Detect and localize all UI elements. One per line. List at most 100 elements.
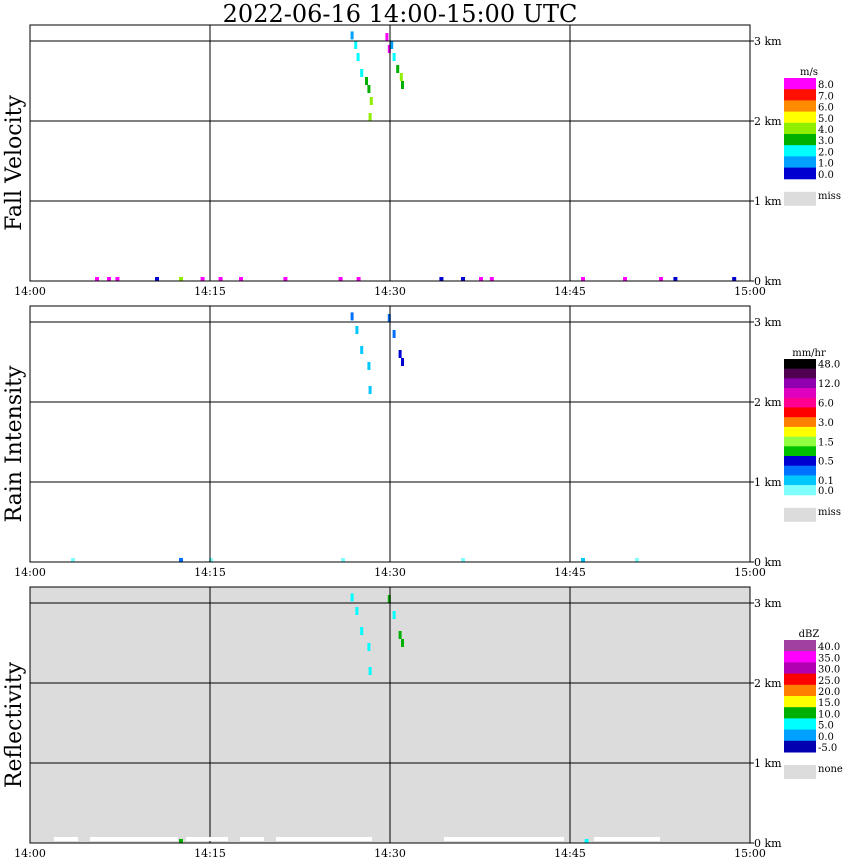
data-cell xyxy=(356,277,361,281)
y-tick-label: 3 km xyxy=(754,316,782,329)
x-tick-label: 14:30 xyxy=(374,566,406,579)
data-cell xyxy=(399,73,403,81)
ground-clutter xyxy=(186,837,228,841)
data-cell xyxy=(365,77,368,85)
x-tick-label: 14:00 xyxy=(14,847,46,860)
ground-clutter xyxy=(54,837,78,841)
data-cell xyxy=(673,277,678,281)
legend-swatch xyxy=(784,167,816,180)
y-tick-label: 3 km xyxy=(754,597,782,610)
data-cell xyxy=(95,277,99,281)
data-cell xyxy=(385,33,389,41)
data-cell xyxy=(155,277,159,281)
data-cell xyxy=(659,277,663,281)
plot-frame xyxy=(29,24,751,282)
legend-miss-swatch xyxy=(784,765,816,779)
legend-swatch xyxy=(784,134,816,146)
x-tick-label: 14:45 xyxy=(554,285,586,298)
data-cell xyxy=(360,627,364,635)
data-cell xyxy=(367,85,371,93)
legend-swatch xyxy=(784,475,816,486)
panel-label: Rain Intensity xyxy=(2,365,27,522)
legend-swatch xyxy=(784,100,816,113)
legend-label: 10.0 xyxy=(818,709,840,720)
plot-frame xyxy=(29,305,751,563)
legend-swatch xyxy=(784,465,816,476)
data-cell xyxy=(398,631,402,639)
legend-swatch xyxy=(784,651,816,663)
legend-swatch xyxy=(784,378,816,389)
data-cell xyxy=(209,558,213,562)
ground-clutter xyxy=(444,837,564,841)
legend-label: 30.0 xyxy=(818,665,840,676)
legend-swatch xyxy=(784,89,816,101)
data-cell xyxy=(584,839,589,843)
data-cell xyxy=(387,45,391,53)
legend-label: 0.0 xyxy=(818,732,834,743)
legend-swatch xyxy=(784,640,816,652)
data-cell xyxy=(732,277,737,281)
legend-swatch xyxy=(784,388,816,399)
plot-frame xyxy=(29,586,751,844)
data-cell xyxy=(355,326,359,334)
data-cell xyxy=(398,350,402,358)
y-tick-label: 1 km xyxy=(754,195,782,208)
legend-label: 3.0 xyxy=(818,418,834,429)
data-cell xyxy=(392,53,396,61)
legend-label: 1.5 xyxy=(818,437,834,448)
data-cell xyxy=(239,277,243,281)
y-tick-label: 0 km xyxy=(754,275,782,288)
x-tick-label: 14:30 xyxy=(374,847,406,860)
data-cell xyxy=(635,558,639,562)
legend-swatch xyxy=(784,368,816,379)
data-cell xyxy=(360,69,364,77)
legend-label: 35.0 xyxy=(818,653,840,664)
data-cell xyxy=(350,593,354,602)
legend-swatch xyxy=(784,145,816,157)
data-cell xyxy=(200,277,205,281)
legend-swatch xyxy=(784,111,816,124)
data-cell xyxy=(218,277,223,281)
y-tick-label: 3 km xyxy=(754,35,782,48)
legend-miss-swatch xyxy=(784,191,816,206)
data-cell xyxy=(341,558,345,562)
data-cell xyxy=(107,277,111,281)
y-tick-label: 1 km xyxy=(754,757,782,770)
legend-label: 15.0 xyxy=(818,698,840,709)
y-tick-label: 0 km xyxy=(754,837,782,850)
legend-label: 1.0 xyxy=(818,159,834,170)
legend-label: 6.0 xyxy=(818,103,834,114)
x-tick-label: 15:00 xyxy=(734,847,766,860)
data-cell xyxy=(354,41,358,49)
legend-swatch xyxy=(784,446,816,457)
legend-label: 25.0 xyxy=(818,676,840,687)
legend-swatch xyxy=(784,407,816,418)
data-cell xyxy=(623,277,627,281)
panel-label: Reflectivity xyxy=(2,661,27,788)
legend-swatch xyxy=(784,436,816,447)
data-cell xyxy=(387,314,391,322)
data-cell xyxy=(71,558,75,562)
legend-swatch xyxy=(784,417,816,428)
x-tick-label: 14:30 xyxy=(374,285,406,298)
legend-swatch xyxy=(784,684,816,697)
y-tick-label: 2 km xyxy=(754,677,782,690)
legend-label: 0.0 xyxy=(818,486,834,497)
x-tick-label: 14:15 xyxy=(194,285,226,298)
legend-unit: m/s xyxy=(800,67,818,78)
legend-miss-label: miss xyxy=(818,191,841,202)
legend-label: 4.0 xyxy=(818,125,834,136)
legend-swatch xyxy=(784,397,816,408)
data-cell xyxy=(581,277,585,281)
legend-swatch xyxy=(784,673,816,686)
x-tick-label: 14:45 xyxy=(554,847,586,860)
ground-clutter xyxy=(240,837,264,841)
y-tick-label: 0 km xyxy=(754,556,782,569)
chart-title: 2022-06-16 14:00-15:00 UTC xyxy=(222,0,578,28)
legend-swatch xyxy=(784,426,816,438)
data-cell xyxy=(350,312,354,321)
legend-unit: mm/hr xyxy=(792,348,826,359)
ground-clutter xyxy=(276,837,372,841)
data-cell xyxy=(360,346,364,354)
